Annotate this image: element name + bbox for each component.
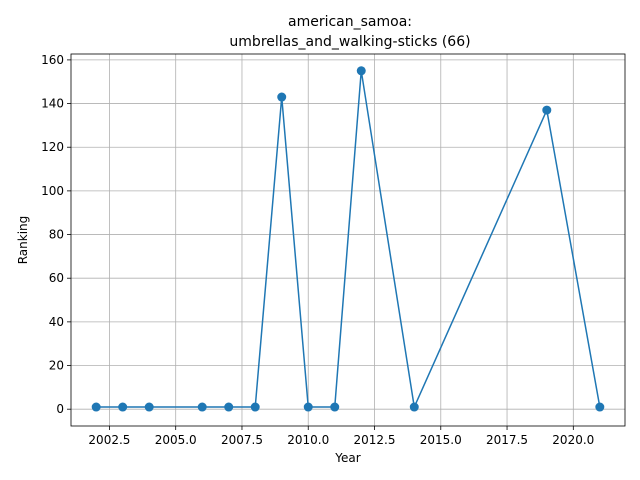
- x-tick-label: 2012.5: [354, 433, 396, 447]
- data-point: [409, 402, 419, 412]
- chart-title-line-2: umbrellas_and_walking-sticks (66): [229, 34, 470, 50]
- data-point: [303, 402, 313, 412]
- x-tick-label: 2015.0: [420, 433, 462, 447]
- x-tick-label: 2002.5: [88, 433, 130, 447]
- data-point: [356, 66, 366, 76]
- data-point: [277, 92, 287, 102]
- y-tick-label: 20: [49, 359, 64, 373]
- x-tick-label: 2007.5: [221, 433, 263, 447]
- y-axis: 0 20 40 60 80 100 120 140 160: [41, 53, 71, 416]
- y-tick-label: 40: [49, 315, 64, 329]
- data-point: [595, 402, 605, 412]
- series-line: [96, 70, 601, 410]
- y-tick-label: 140: [41, 97, 64, 111]
- x-axis: 2002.5 2005.0 2007.5 2010.0 2012.5 2015.0 2017…: [88, 426, 594, 447]
- y-tick-label: 100: [41, 184, 64, 198]
- x-tick-label: 2005.0: [155, 433, 197, 447]
- plot-frame: [70, 53, 626, 427]
- chart-title-line-1: american_samoa:: [288, 14, 412, 30]
- x-axis-label: Year: [334, 451, 360, 465]
- data-point: [91, 402, 101, 412]
- x-tick-label: 2010.0: [287, 433, 329, 447]
- y-tick-label: 60: [49, 271, 64, 285]
- data-point: [250, 402, 260, 412]
- y-tick-label: 80: [49, 228, 64, 242]
- y-tick-label: 160: [41, 53, 64, 67]
- data-point: [118, 402, 128, 412]
- x-tick-label: 2020.0: [552, 433, 594, 447]
- data-point: [144, 402, 154, 412]
- data-point: [542, 105, 552, 115]
- series: [91, 66, 605, 412]
- x-tick-label: 2017.5: [486, 433, 528, 447]
- data-point: [224, 402, 234, 412]
- data-point: [197, 402, 207, 412]
- y-tick-label: 0: [56, 402, 64, 416]
- data-point: [330, 402, 340, 412]
- y-axis-label: Ranking: [16, 216, 30, 265]
- y-tick-label: 120: [41, 140, 64, 154]
